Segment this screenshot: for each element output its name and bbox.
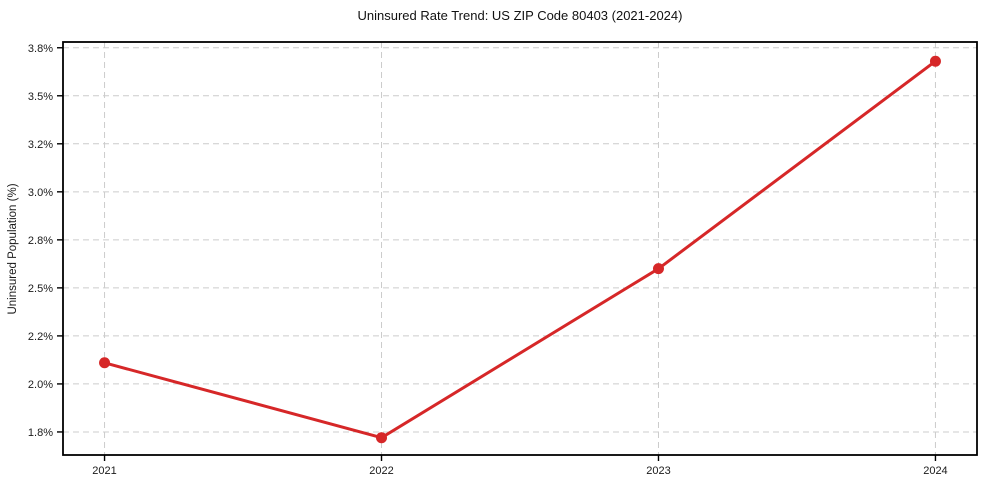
y-tick-label: 1.8% bbox=[28, 427, 53, 439]
x-tick-label: 2022 bbox=[369, 465, 393, 477]
y-tick-label: 2.8% bbox=[28, 235, 53, 247]
x-tick-label: 2023 bbox=[646, 465, 670, 477]
y-tick-label: 3.5% bbox=[28, 91, 53, 103]
y-tick-label: 2.0% bbox=[28, 379, 53, 391]
chart-title: Uninsured Rate Trend: US ZIP Code 80403 … bbox=[358, 8, 683, 23]
y-tick-label: 2.5% bbox=[28, 283, 53, 295]
x-tick-label: 2021 bbox=[92, 465, 116, 477]
trend-line bbox=[103, 59, 937, 440]
y-tick-label: 3.0% bbox=[28, 187, 53, 199]
data-point bbox=[376, 432, 388, 444]
plot-area: 1.8% 2.0% 2.2% 2.5% 2.8% 3.0% 3.2% 3.5% 3.8% 2021… bbox=[28, 41, 978, 477]
y-axis-label: Uninsured Population (%) bbox=[7, 183, 19, 314]
x-tick-label: 2024 bbox=[923, 465, 947, 477]
data-point bbox=[929, 55, 941, 67]
y-tick-label: 2.2% bbox=[28, 331, 53, 343]
y-tick-label: 3.8% bbox=[28, 43, 53, 55]
y-tick-label: 3.2% bbox=[28, 139, 53, 151]
data-point bbox=[652, 263, 664, 275]
data-point bbox=[99, 357, 111, 369]
plot-border bbox=[62, 41, 978, 456]
